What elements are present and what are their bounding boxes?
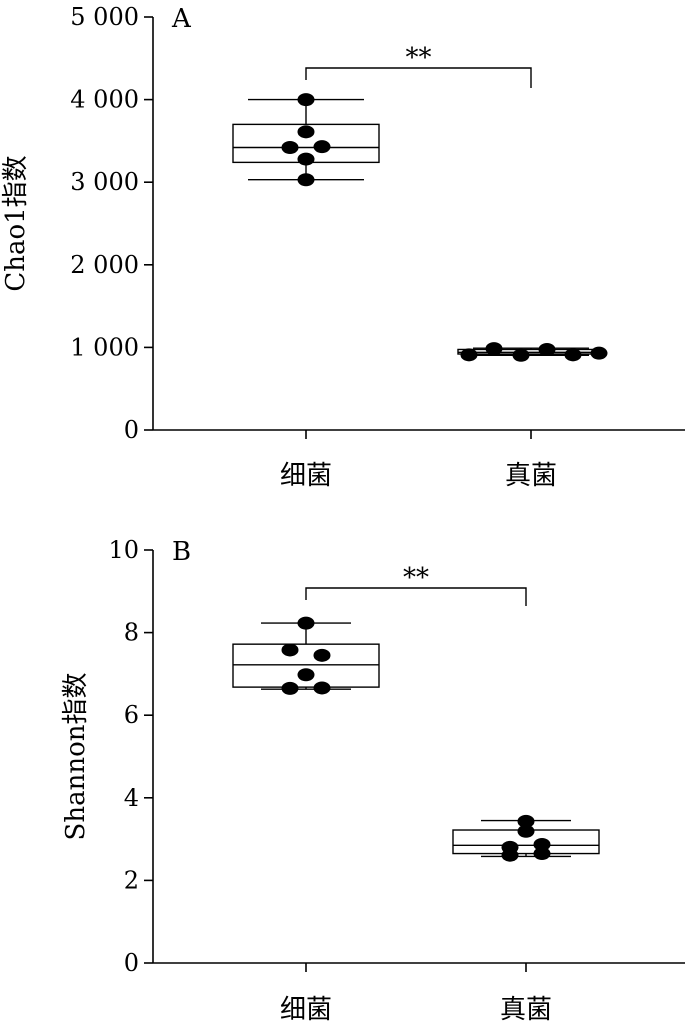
y-tick-label: 1 000 xyxy=(70,333,139,361)
y-tick-label: 6 xyxy=(124,701,139,729)
data-point xyxy=(460,348,478,362)
data-point xyxy=(297,125,315,139)
x-category-label: 细菌 xyxy=(280,995,332,1025)
panel-letter: A xyxy=(171,4,192,34)
y-tick-label: 2 xyxy=(124,866,139,894)
significance-label: ** xyxy=(403,563,429,593)
data-point xyxy=(297,152,315,166)
box-fungi xyxy=(457,342,608,362)
data-point xyxy=(517,824,535,838)
data-point xyxy=(297,173,315,187)
data-point xyxy=(590,346,608,360)
box-bacteria xyxy=(232,616,380,695)
y-axis-title: Chao1指数 xyxy=(1,155,31,291)
x-category-label: 真菌 xyxy=(505,461,557,491)
panel-letter: B xyxy=(172,537,191,567)
data-point xyxy=(281,643,299,657)
data-point xyxy=(281,681,299,695)
x-category-label: 细菌 xyxy=(280,461,332,491)
data-point xyxy=(281,141,299,155)
data-point xyxy=(538,342,556,356)
panel-a: 0 1 000 2 000 3 000 4 000 5 000 细菌 真菌 Chao1指数 A ** xyxy=(1,3,685,491)
box-fungi xyxy=(452,814,600,862)
data-point xyxy=(297,93,315,107)
data-point xyxy=(512,348,530,362)
data-point xyxy=(485,342,503,356)
panel-b: 0 2 4 6 8 10 细菌 真菌 Shannon指数 B ** xyxy=(61,536,685,1025)
x-category-label: 真菌 xyxy=(500,995,552,1025)
y-tick-label: 0 xyxy=(124,949,139,977)
data-point xyxy=(501,848,519,862)
data-point xyxy=(313,648,331,662)
y-axis-title: Shannon指数 xyxy=(61,673,91,841)
y-tick-label: 0 xyxy=(124,416,139,444)
data-point xyxy=(564,348,582,362)
data-point xyxy=(297,668,315,682)
data-point xyxy=(517,814,535,828)
data-point xyxy=(313,681,331,695)
y-tick-label: 8 xyxy=(124,619,139,647)
y-tick-label: 2 000 xyxy=(70,251,139,279)
y-tick-label: 10 xyxy=(108,536,139,564)
data-point xyxy=(313,140,331,154)
y-tick-label: 3 000 xyxy=(70,168,139,196)
y-tick-label: 5 000 xyxy=(70,3,139,31)
data-point xyxy=(297,616,315,630)
significance-bracket xyxy=(305,67,532,88)
y-tick-label: 4 000 xyxy=(70,86,139,114)
data-point xyxy=(533,837,551,851)
significance-bracket xyxy=(305,587,527,606)
significance-label: ** xyxy=(406,43,432,73)
box-bacteria xyxy=(232,93,380,187)
data-point xyxy=(533,847,551,861)
y-tick-label: 4 xyxy=(124,784,139,812)
